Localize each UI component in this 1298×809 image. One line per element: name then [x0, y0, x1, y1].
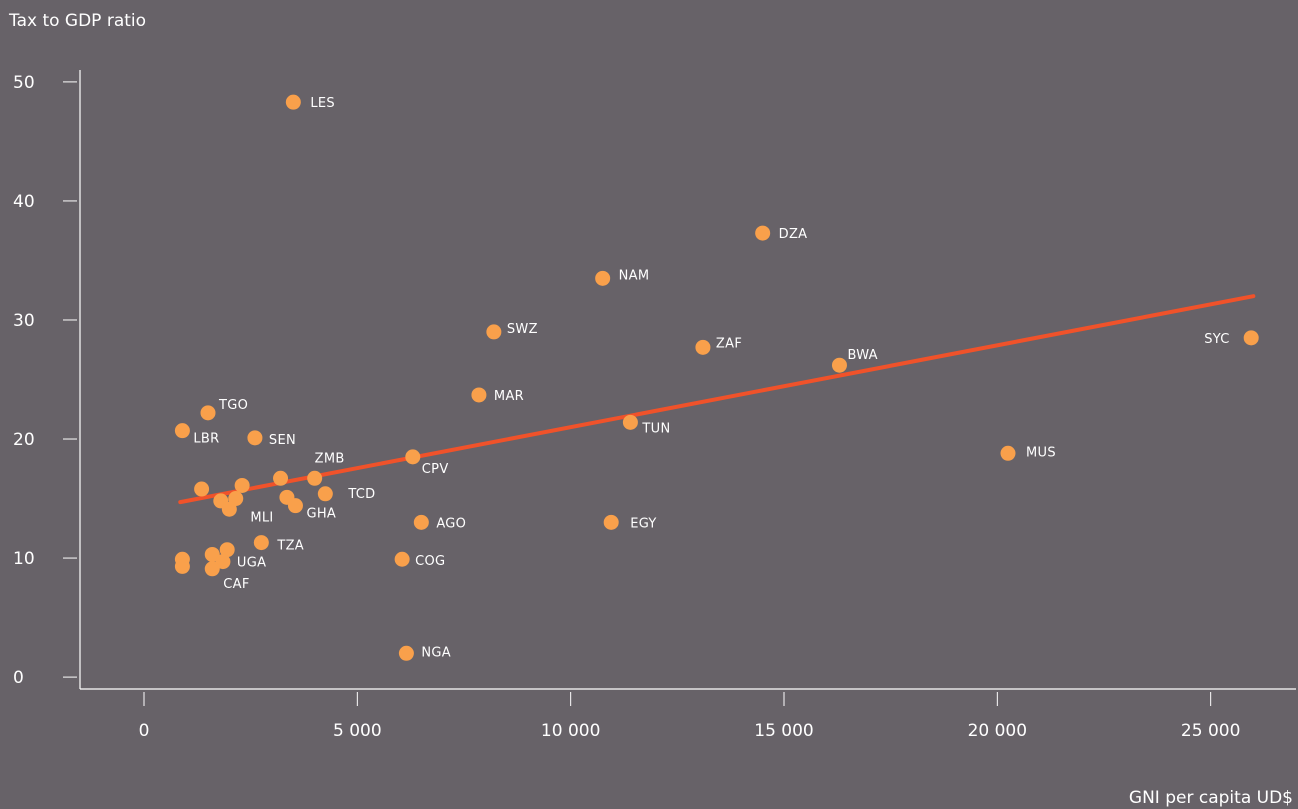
- data-point: [398, 645, 414, 661]
- y-tick-label: 50: [13, 73, 35, 93]
- data-point: [622, 414, 638, 430]
- y-tick-label: 30: [13, 311, 35, 331]
- x-tick-label: 20 000: [968, 721, 1027, 741]
- data-point: [221, 501, 237, 517]
- point-label: GHA: [306, 507, 336, 522]
- data-point: [471, 387, 487, 403]
- point-label: EGY: [630, 516, 656, 531]
- point-label: ZAF: [716, 336, 742, 351]
- data-point: [285, 94, 301, 110]
- point-label: SEN: [269, 433, 296, 448]
- x-axis-title: GNI per capita UD$: [1129, 788, 1293, 808]
- data-point: [1243, 330, 1259, 346]
- point-label: TUN: [641, 421, 670, 436]
- point-label: SYC: [1204, 332, 1229, 347]
- point-label: LBR: [193, 432, 219, 447]
- data-point: [247, 430, 263, 446]
- x-tick-label: 5 000: [333, 721, 382, 741]
- data-point: [204, 546, 220, 562]
- data-point: [219, 542, 235, 558]
- point-label: CPV: [422, 462, 449, 477]
- data-point: [413, 514, 429, 530]
- data-point: [194, 481, 210, 497]
- data-point: [831, 357, 847, 373]
- data-point: [695, 339, 711, 355]
- point-label: NGA: [421, 645, 451, 660]
- data-point: [307, 470, 323, 486]
- data-point: [234, 477, 250, 493]
- data-point: [204, 561, 220, 577]
- point-label: MAR: [494, 389, 524, 404]
- point-label: SWZ: [507, 322, 538, 337]
- x-tick-label: 10 000: [541, 721, 600, 741]
- data-point: [755, 225, 771, 241]
- x-tick-label: 25 000: [1181, 721, 1240, 741]
- data-point: [174, 558, 190, 574]
- point-label: BWA: [847, 348, 877, 363]
- x-tick-label: 15 000: [754, 721, 813, 741]
- point-label: COG: [415, 554, 445, 569]
- y-tick-label: 0: [13, 668, 24, 688]
- data-point: [215, 554, 231, 570]
- point-label: CAF: [223, 577, 249, 592]
- data-point: [287, 498, 303, 514]
- data-point: [273, 470, 289, 486]
- y-tick-label: 10: [13, 549, 35, 569]
- y-tick-label: 40: [13, 192, 35, 212]
- data-point: [317, 486, 333, 502]
- point-label: MLI: [250, 510, 273, 525]
- point-label: TZA: [276, 539, 304, 554]
- point-label: DZA: [779, 227, 808, 242]
- axes: 0 10 20 30 40 50 0 5 000 10 000 15 000 20 000 25 00…: [13, 70, 1296, 741]
- trendline: [178, 294, 1256, 505]
- trendline-layer: [178, 294, 1256, 505]
- point-label: UGA: [237, 556, 266, 571]
- data-point: [200, 405, 216, 421]
- point-label: ZMB: [315, 451, 345, 466]
- data-point: [595, 270, 611, 286]
- data-point: [603, 514, 619, 530]
- point-label: NAM: [619, 268, 650, 283]
- y-tick-label: 20: [13, 430, 35, 450]
- point-label: AGO: [436, 516, 466, 531]
- point-label: LES: [310, 96, 335, 111]
- x-tick-label: 0: [139, 721, 150, 741]
- point-label: TGO: [218, 398, 248, 413]
- point-label: MUS: [1026, 445, 1056, 460]
- data-point: [486, 324, 502, 340]
- data-point: [394, 551, 410, 567]
- point-label: TCD: [347, 487, 375, 502]
- data-point: [253, 535, 269, 551]
- y-axis-title: Tax to GDP ratio: [8, 11, 146, 31]
- points-layer: LES DZA NAM SWZ ZAF SYC BWA MAR TGO TUN LBR SEN MUS C…: [174, 94, 1259, 661]
- data-point: [174, 423, 190, 439]
- data-point: [405, 449, 421, 465]
- data-point: [1000, 445, 1016, 461]
